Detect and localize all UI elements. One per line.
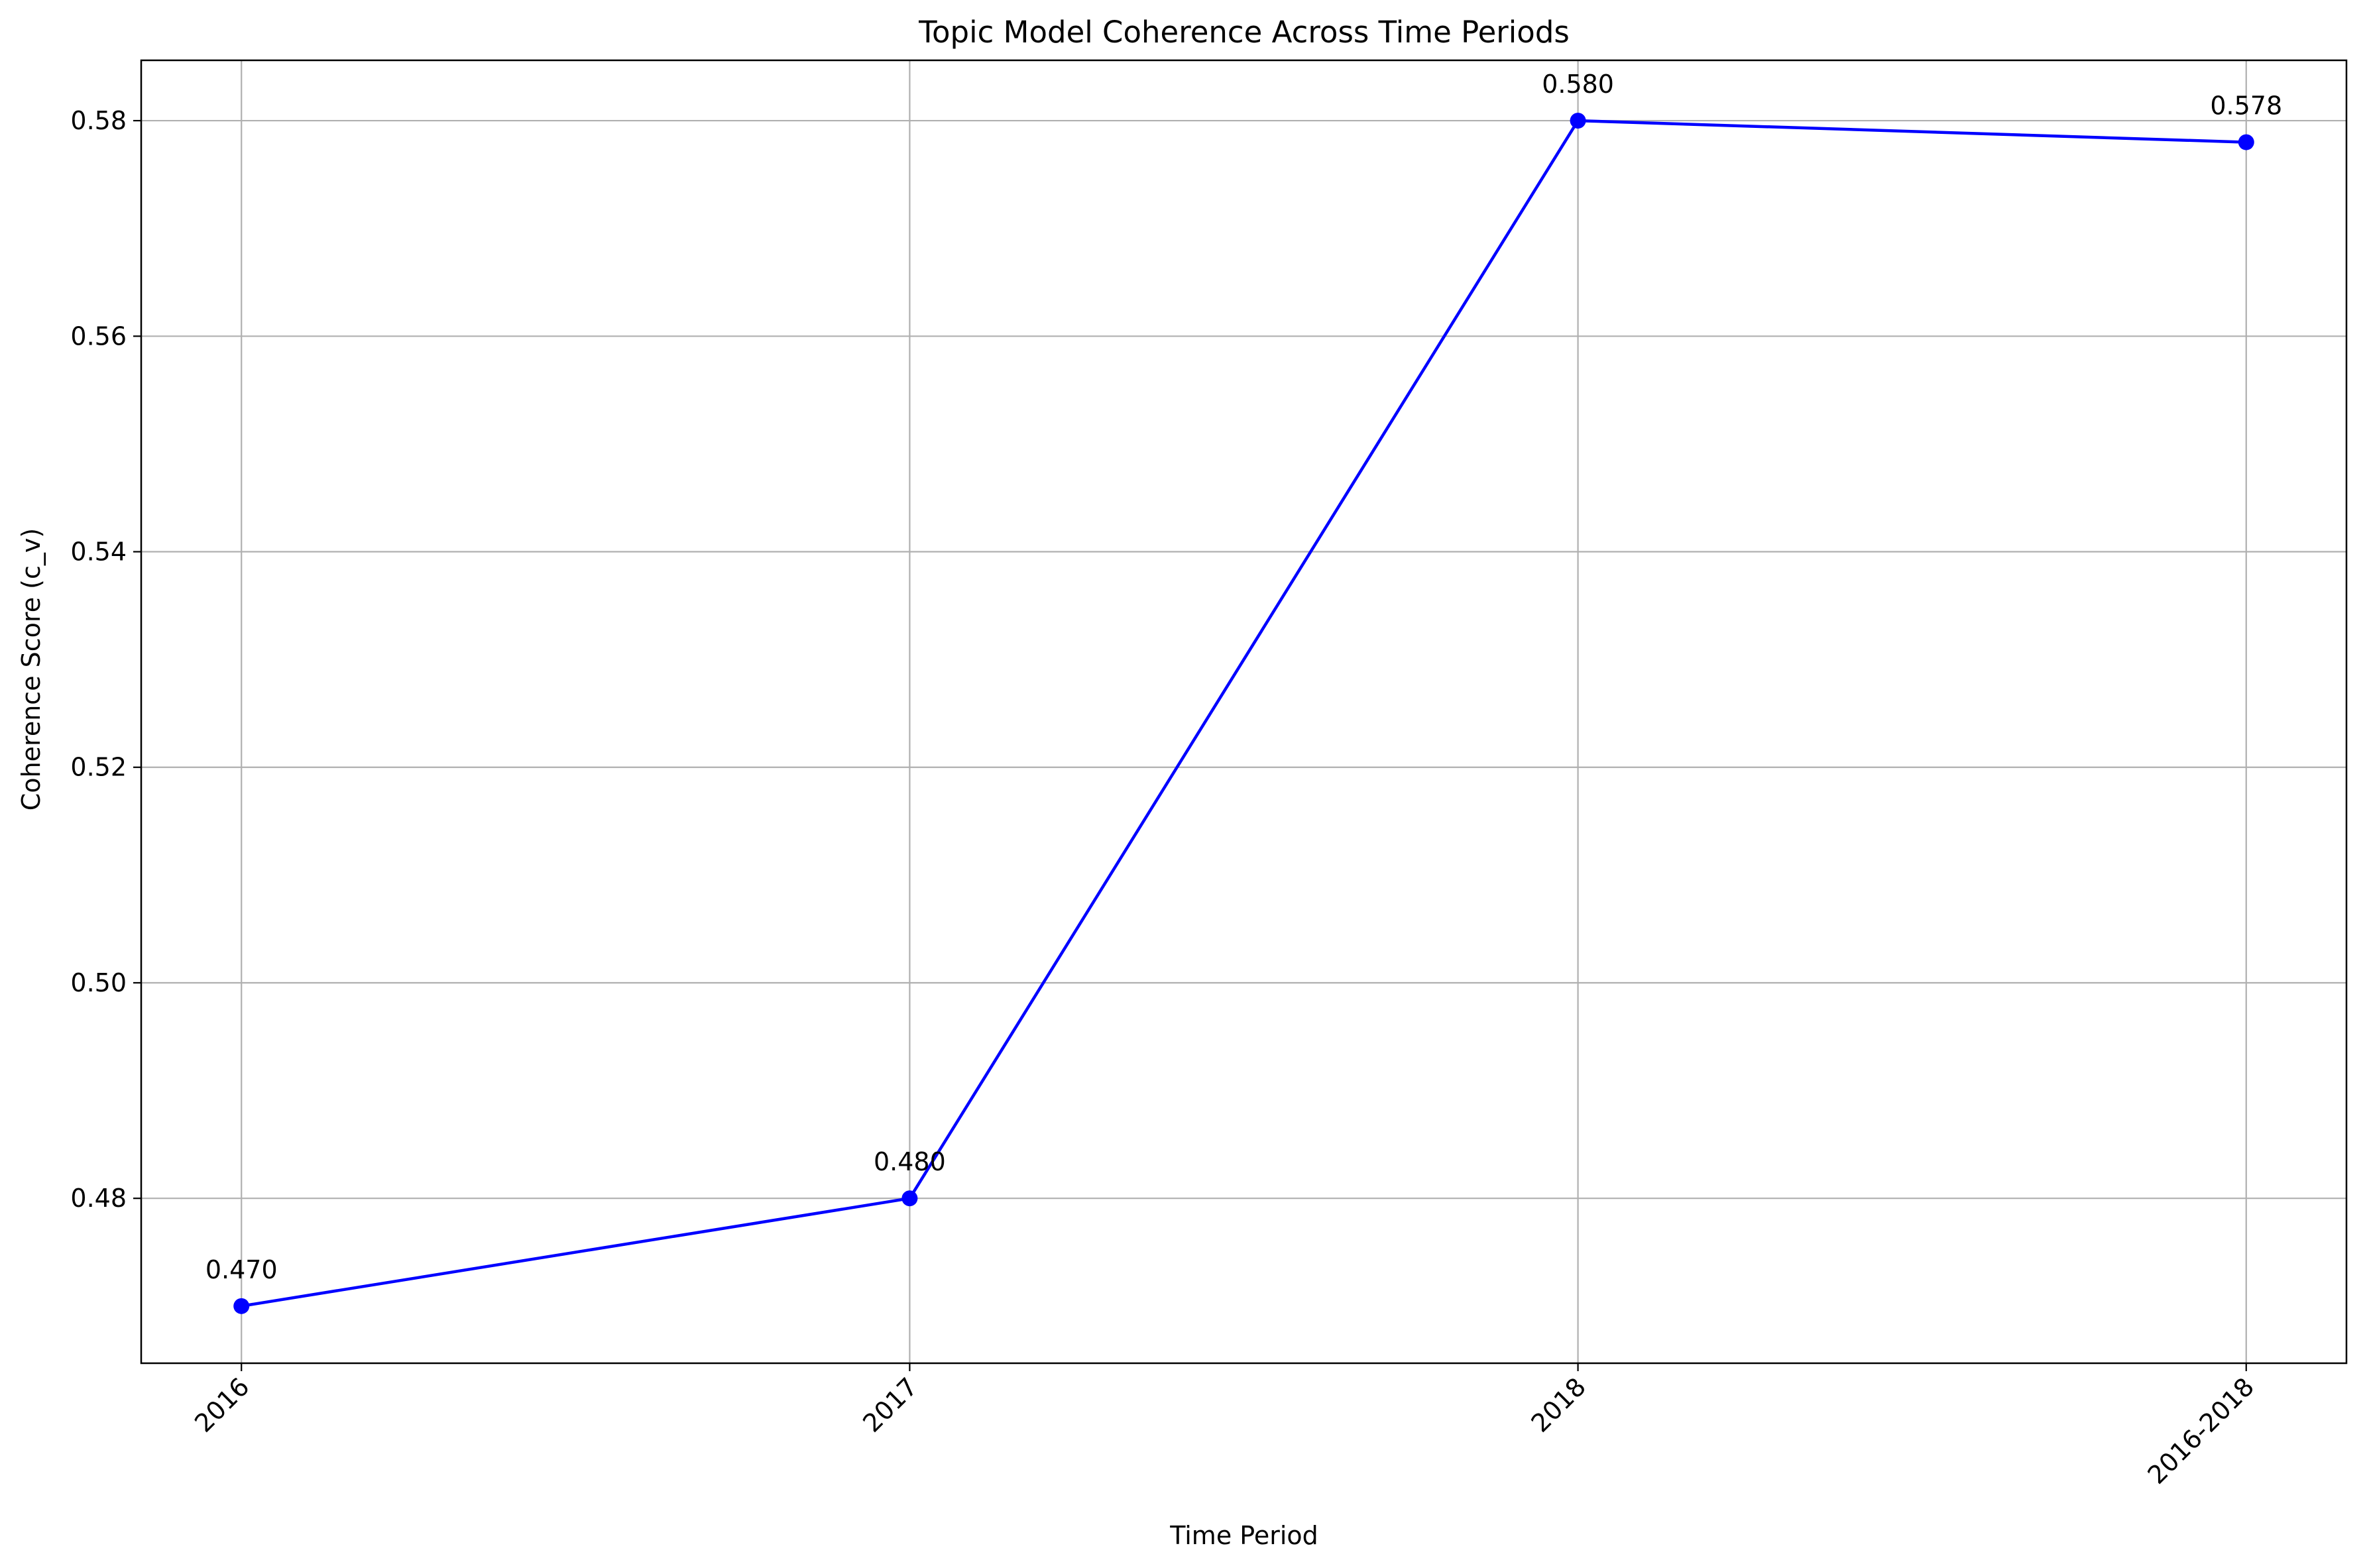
data-point xyxy=(2238,134,2254,150)
data-point xyxy=(901,1190,918,1207)
chart-title: Topic Model Coherence Across Time Period… xyxy=(918,15,1570,50)
data-label: 0.580 xyxy=(1542,70,1614,99)
y-axis-label: Coherence Score (c_v) xyxy=(17,528,46,811)
y-tick-label: 0.58 xyxy=(70,106,127,135)
y-tick-label: 0.48 xyxy=(70,1184,127,1213)
data-label: 0.470 xyxy=(205,1255,278,1284)
series-layer xyxy=(233,113,2254,1314)
y-axis: 0.48 0.50 0.52 0.54 0.56 0.58 xyxy=(70,106,141,1213)
y-tick-label: 0.52 xyxy=(70,753,127,782)
data-label: 0.480 xyxy=(874,1147,946,1176)
axes-frame xyxy=(140,59,2348,1365)
x-axis-label: Time Period xyxy=(1169,1521,1318,1550)
y-tick-label: 0.54 xyxy=(70,537,127,567)
data-point xyxy=(233,1298,250,1314)
grid xyxy=(141,60,2346,1363)
data-labels: 0.470 0.480 0.580 0.578 xyxy=(205,70,2282,1284)
series-line xyxy=(241,119,2246,1308)
data-label: 0.578 xyxy=(2210,91,2282,121)
y-tick-label: 0.50 xyxy=(70,968,127,997)
data-point xyxy=(1570,113,1586,129)
y-tick-label: 0.56 xyxy=(70,321,127,351)
